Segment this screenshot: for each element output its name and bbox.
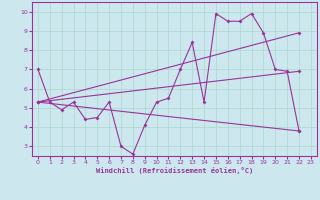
X-axis label: Windchill (Refroidissement éolien,°C): Windchill (Refroidissement éolien,°C) [96,167,253,174]
